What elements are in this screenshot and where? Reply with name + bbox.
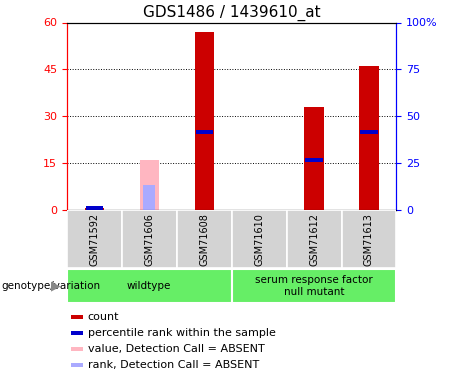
Bar <box>71 315 83 319</box>
Bar <box>67 210 122 268</box>
Bar <box>143 185 155 210</box>
Bar <box>195 32 214 210</box>
Text: GSM71606: GSM71606 <box>144 213 154 266</box>
Bar <box>360 66 378 210</box>
Text: GSM71612: GSM71612 <box>309 213 319 266</box>
Text: rank, Detection Call = ABSENT: rank, Detection Call = ABSENT <box>88 360 259 370</box>
Text: ▶: ▶ <box>51 279 60 292</box>
Bar <box>361 130 378 134</box>
Bar <box>140 160 159 210</box>
Text: genotype/variation: genotype/variation <box>1 281 100 291</box>
Text: GSM71592: GSM71592 <box>89 213 99 266</box>
Text: count: count <box>88 312 119 322</box>
Bar <box>231 269 396 303</box>
Text: serum response factor
null mutant: serum response factor null mutant <box>255 275 373 297</box>
Bar <box>71 347 83 351</box>
Text: GSM71610: GSM71610 <box>254 213 264 266</box>
Bar <box>287 210 342 268</box>
Bar <box>67 269 231 303</box>
Bar <box>85 208 104 210</box>
Text: wildtype: wildtype <box>127 281 171 291</box>
Text: percentile rank within the sample: percentile rank within the sample <box>88 328 276 338</box>
Bar <box>195 130 213 134</box>
Bar <box>122 210 177 268</box>
Bar <box>177 210 231 268</box>
Bar <box>71 363 83 367</box>
Text: value, Detection Call = ABSENT: value, Detection Call = ABSENT <box>88 344 264 354</box>
Bar <box>305 158 323 162</box>
Bar <box>231 210 287 268</box>
Bar <box>304 107 324 210</box>
Bar <box>71 332 83 335</box>
Text: GSM71608: GSM71608 <box>199 213 209 266</box>
Bar <box>342 210 396 268</box>
Bar <box>86 206 103 210</box>
Title: GDS1486 / 1439610_at: GDS1486 / 1439610_at <box>143 5 320 21</box>
Text: GSM71613: GSM71613 <box>364 213 374 266</box>
